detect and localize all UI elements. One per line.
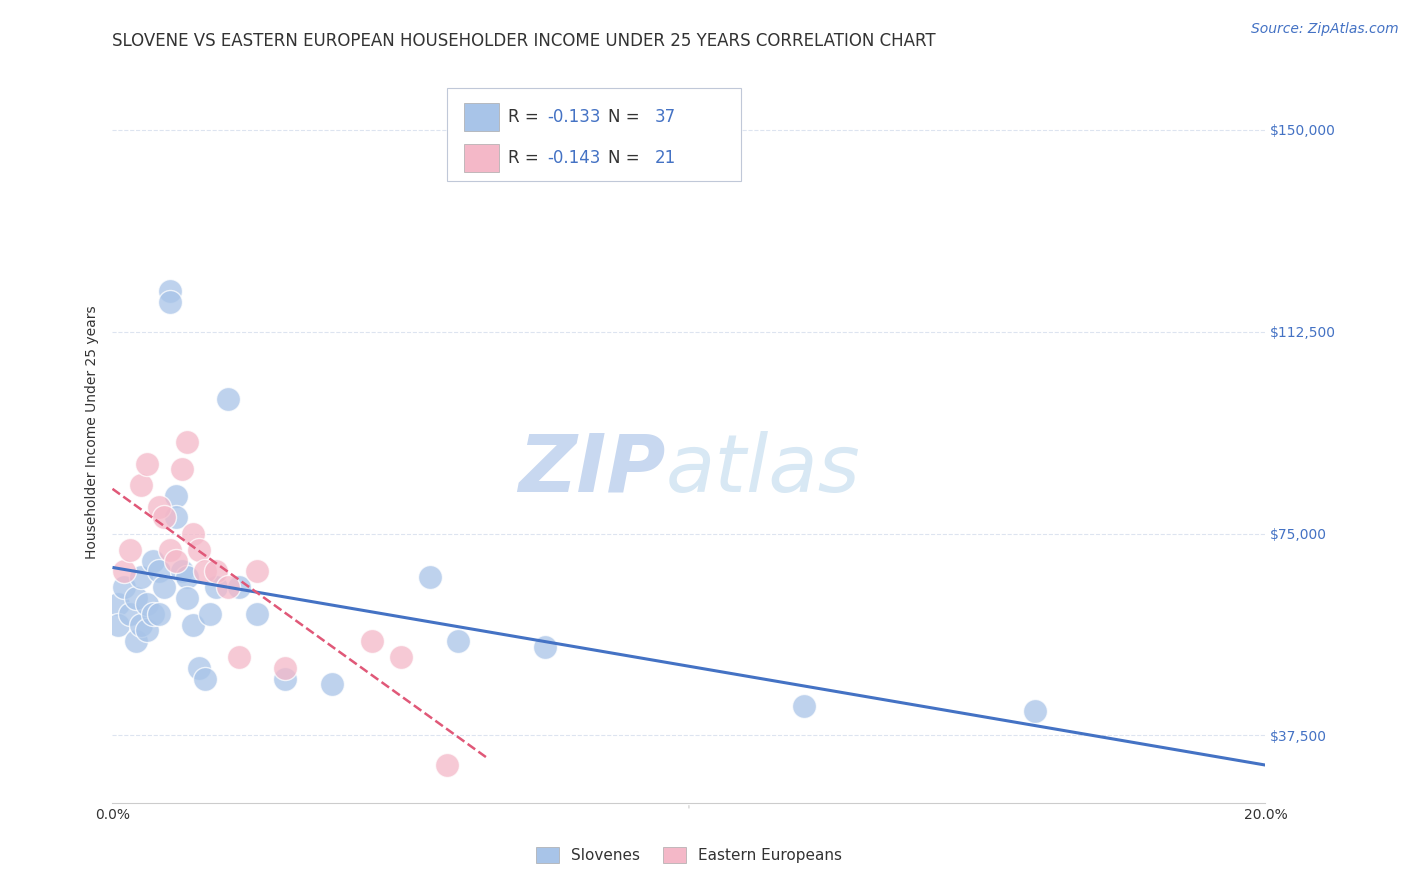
Point <box>176 591 198 606</box>
Point <box>112 564 135 578</box>
Point <box>124 634 146 648</box>
Point <box>165 553 187 567</box>
Point <box>181 526 204 541</box>
Point <box>153 510 176 524</box>
Point <box>170 564 193 578</box>
Bar <box>464 144 499 172</box>
Text: -0.143: -0.143 <box>547 149 600 167</box>
Point <box>159 285 181 299</box>
Point <box>360 634 382 648</box>
Y-axis label: Householder Income Under 25 years: Householder Income Under 25 years <box>84 306 98 559</box>
Text: 37: 37 <box>654 108 675 126</box>
Text: 21: 21 <box>654 149 676 167</box>
Point <box>194 564 217 578</box>
Point <box>129 478 153 492</box>
FancyBboxPatch shape <box>447 88 741 181</box>
Point <box>321 677 343 691</box>
Text: Source: ZipAtlas.com: Source: ZipAtlas.com <box>1251 22 1399 37</box>
Point <box>118 607 141 622</box>
Point <box>107 597 129 611</box>
Point <box>419 569 441 583</box>
Point <box>153 581 176 595</box>
Point <box>136 457 159 471</box>
Point <box>181 618 204 632</box>
Point <box>142 553 165 567</box>
Legend: Slovenes, Eastern Europeans: Slovenes, Eastern Europeans <box>530 841 848 869</box>
Point <box>200 607 222 622</box>
Point <box>148 607 170 622</box>
Bar <box>464 103 499 131</box>
Point <box>205 581 228 595</box>
Point <box>274 661 297 675</box>
Point <box>129 569 153 583</box>
Point <box>188 661 211 675</box>
Point <box>136 597 159 611</box>
Point <box>176 569 198 583</box>
Point <box>228 650 250 665</box>
Point <box>1024 704 1046 718</box>
Point <box>246 607 269 622</box>
Point <box>793 698 815 713</box>
Point <box>534 640 557 654</box>
Point <box>107 618 129 632</box>
Point <box>246 564 269 578</box>
Point <box>176 435 198 450</box>
Text: atlas: atlas <box>666 431 860 508</box>
Text: N =: N = <box>609 149 645 167</box>
Point <box>217 581 239 595</box>
Point <box>148 500 170 514</box>
Text: N =: N = <box>609 108 645 126</box>
Text: R =: R = <box>508 149 544 167</box>
Point <box>436 758 458 772</box>
Text: SLOVENE VS EASTERN EUROPEAN HOUSEHOLDER INCOME UNDER 25 YEARS CORRELATION CHART: SLOVENE VS EASTERN EUROPEAN HOUSEHOLDER … <box>112 32 936 50</box>
Point <box>165 489 187 503</box>
Text: ZIP: ZIP <box>519 431 666 508</box>
Text: R =: R = <box>508 108 544 126</box>
Point <box>159 542 181 557</box>
Point <box>118 542 141 557</box>
Point <box>112 581 135 595</box>
Point <box>274 672 297 686</box>
Point <box>142 607 165 622</box>
Point <box>165 510 187 524</box>
Point <box>188 542 211 557</box>
Point <box>389 650 412 665</box>
Point <box>124 591 146 606</box>
Point <box>148 564 170 578</box>
Point <box>205 564 228 578</box>
Point <box>194 672 217 686</box>
Text: -0.133: -0.133 <box>547 108 600 126</box>
Point <box>129 618 153 632</box>
Point <box>447 634 470 648</box>
Point <box>136 624 159 638</box>
Point <box>217 392 239 406</box>
Point <box>228 581 250 595</box>
Point <box>170 462 193 476</box>
Point <box>159 295 181 310</box>
